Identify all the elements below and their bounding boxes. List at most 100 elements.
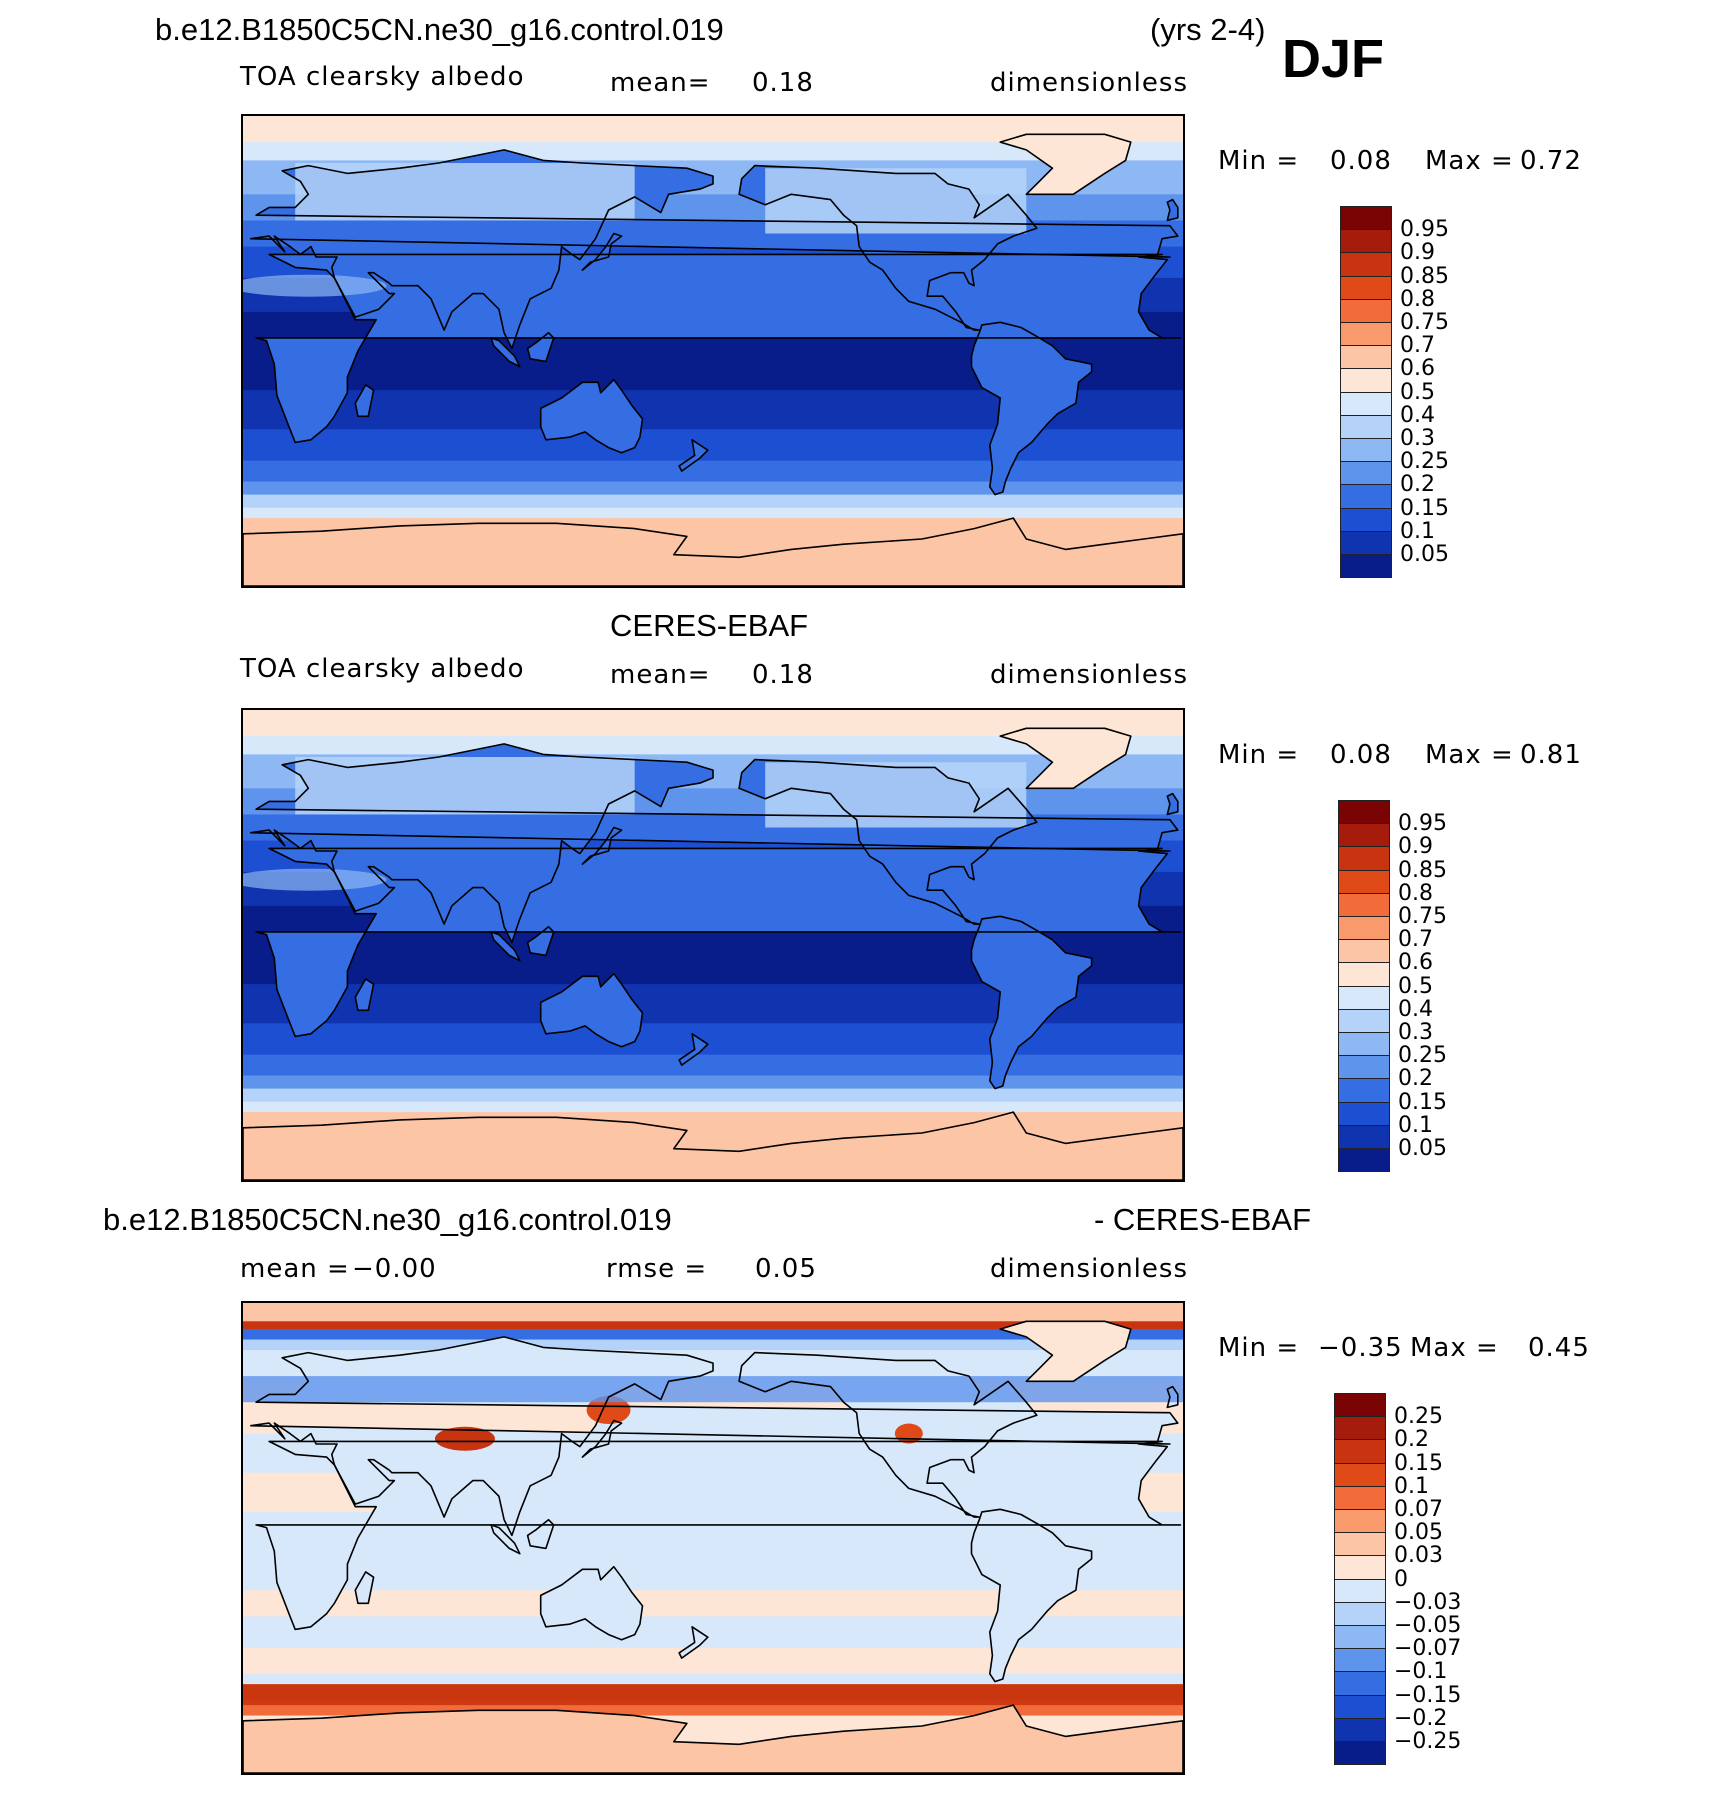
map-band (243, 1075, 1183, 1090)
panel3-title-right: - CERES-EBAF (1094, 1202, 1312, 1237)
coastline-nz (678, 1625, 709, 1659)
panel1-map (241, 114, 1185, 588)
coastline-antarctica (243, 1704, 1183, 1773)
panel2-units: dimensionless (990, 660, 1188, 690)
coastline-antarctica (243, 1111, 1183, 1180)
panel3-min-label: Min = (1218, 1333, 1300, 1363)
land-fill-nz (679, 1033, 708, 1066)
colorbar-label: −0.15 (1394, 1682, 1462, 1708)
panel3-max-label: Max = (1410, 1333, 1499, 1363)
colorbar-swatch (1338, 1055, 1390, 1080)
colorbar-swatch (1340, 252, 1392, 277)
colorbar-label: 0.75 (1398, 904, 1447, 929)
colorbar-swatch (1338, 869, 1390, 894)
colorbar-label: −0.05 (1394, 1613, 1462, 1638)
colorbar-swatch (1340, 554, 1392, 579)
map-band (243, 460, 1183, 483)
map-band (243, 1023, 1183, 1056)
colorbar-label: 0.15 (1398, 1089, 1447, 1115)
land-fill-australia (540, 379, 643, 453)
coastline-nz (678, 1032, 709, 1066)
years-label: (yrs 2-4) (1150, 12, 1266, 47)
colorbar-swatch (1340, 530, 1392, 555)
snow-eurasia (295, 757, 635, 815)
colorbar-label: 0.75 (1400, 310, 1449, 335)
colorbar-label: 0.4 (1400, 402, 1435, 428)
map-band (243, 1647, 1183, 1675)
land-fill-greenland (1000, 728, 1131, 789)
panel1-variable: TOA clearsky albedo (240, 62, 525, 92)
panel2-title: CERES-EBAF (610, 608, 809, 643)
land-fill-borneo (527, 332, 554, 362)
colorbar-label: 0.1 (1398, 1112, 1433, 1138)
land-fill-south-america (971, 322, 1092, 495)
coastline-north-america (738, 164, 1038, 331)
land-fill-antarctica (243, 1112, 1183, 1180)
coastline-japan (581, 1419, 623, 1458)
colorbar-swatch (1338, 892, 1390, 917)
coastline-nz (678, 438, 709, 472)
colorbar-label: 0.95 (1400, 217, 1449, 243)
land-fill-greenland (1000, 1321, 1131, 1382)
colorbar-swatch (1340, 368, 1392, 393)
colorbar-label: 0.5 (1400, 379, 1435, 405)
colorbar-swatch (1334, 1555, 1386, 1580)
colorbar-swatch (1334, 1625, 1386, 1650)
colorbar-label: 0.25 (1400, 449, 1449, 475)
sahara-band (243, 274, 387, 297)
colorbar-label: 0.6 (1398, 950, 1433, 976)
panel3-mean-value: −0.00 (352, 1254, 437, 1284)
coastline-europe-asia (250, 149, 1179, 350)
panel3-rmse-value: 0.05 (755, 1254, 817, 1284)
colorbar-swatch (1340, 414, 1392, 439)
coastline-japan (581, 826, 623, 865)
map-band (243, 481, 1183, 496)
land-fill-madagascar (355, 978, 374, 1011)
coastline-borneo (526, 1518, 555, 1550)
panel2-max-value: 0.81 (1520, 740, 1582, 770)
panel1-units: dimensionless (990, 68, 1188, 98)
colorbar-label: 0.9 (1400, 240, 1435, 266)
panel1-mean-label: mean= (610, 68, 711, 98)
season-label: DJF (1282, 29, 1385, 89)
colorbar-swatch (1340, 391, 1392, 416)
colorbar-swatch (1334, 1578, 1386, 1603)
colorbar-swatch (1334, 1416, 1386, 1441)
coastline-greenland (999, 727, 1132, 790)
map-band (243, 507, 1183, 519)
colorbar-swatch (1338, 1008, 1390, 1033)
land-fill-antarctica (243, 518, 1183, 586)
land-fill-sumatra (491, 1524, 520, 1554)
colorbar-label: 0.1 (1394, 1473, 1429, 1499)
panel3-mean-label: mean = (240, 1254, 350, 1284)
colorbar-swatch (1334, 1648, 1386, 1673)
diff-manchuria-red (586, 1396, 631, 1425)
colorbar-swatch (1340, 438, 1392, 463)
colorbar-label: 0.85 (1400, 263, 1449, 289)
map-band (243, 1054, 1183, 1077)
colorbar-swatch (1338, 800, 1390, 825)
land-fill-south-america (971, 916, 1092, 1089)
colorbar-swatch (1334, 1439, 1386, 1464)
colorbar-swatch (1338, 846, 1390, 871)
colorbar-swatch (1334, 1717, 1386, 1742)
colorbar-swatch (1340, 322, 1392, 347)
colorbar-swatch (1334, 1462, 1386, 1487)
colorbar-swatch (1340, 298, 1392, 323)
colorbar-label: 0.05 (1400, 542, 1449, 567)
colorbar-label: −0.25 (1394, 1729, 1462, 1754)
colorbar-label: 0.95 (1398, 811, 1447, 837)
colorbar-swatch (1340, 206, 1392, 231)
case-title: b.e12.B1850C5CN.ne30_g16.control.019 (155, 12, 724, 47)
colorbar-label: 0.7 (1400, 333, 1435, 359)
land-fill-borneo (527, 1519, 554, 1549)
colorbar-label: 0.8 (1398, 880, 1433, 906)
colorbar-swatch (1338, 1148, 1390, 1173)
panel3-map (241, 1301, 1185, 1775)
colorbar-swatch (1338, 916, 1390, 941)
colorbar-label: 0 (1394, 1566, 1408, 1592)
coastline-madagascar (354, 1571, 375, 1605)
sahara-band (243, 868, 387, 891)
colorbar-label: 0.2 (1400, 472, 1435, 498)
map-band (243, 1673, 1183, 1685)
